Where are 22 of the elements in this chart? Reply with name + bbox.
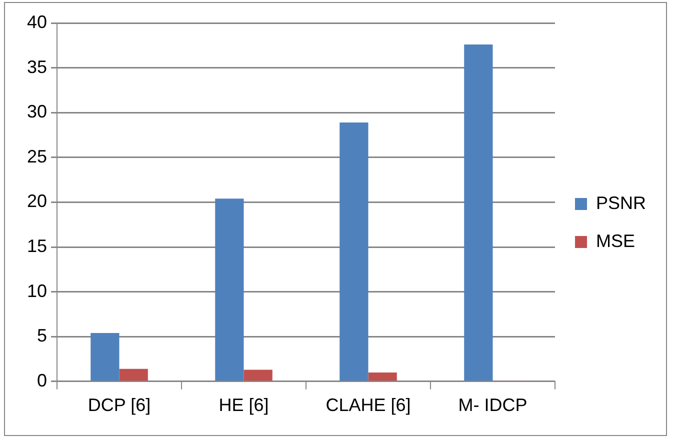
- y-tick-label: 25: [26, 146, 48, 166]
- bar: [244, 370, 272, 381]
- x-tick-label: CLAHE [6]: [326, 395, 411, 416]
- bar: [215, 198, 244, 381]
- bar: [340, 122, 368, 381]
- bar: [464, 44, 493, 381]
- y-tick-label: 20: [26, 191, 48, 212]
- bar: [368, 372, 397, 381]
- x-tick-label: DCP [6]: [88, 395, 151, 416]
- y-tick-label: 10: [26, 280, 48, 301]
- x-tick-label: HE [6]: [218, 395, 269, 416]
- y-tick-label: 35: [26, 56, 48, 77]
- bar: [119, 368, 148, 381]
- y-tick-label: 0: [37, 370, 48, 390]
- legend-label: MSE: [596, 230, 636, 251]
- x-tick-label: M- IDCP: [458, 395, 528, 416]
- y-tick-label: 15: [26, 236, 48, 256]
- legend-label: PSNR: [596, 192, 646, 213]
- y-tick-label: 30: [26, 102, 48, 122]
- bar: [90, 333, 120, 381]
- y-tick-label: 40: [26, 12, 48, 32]
- y-tick-label: 5: [37, 326, 48, 346]
